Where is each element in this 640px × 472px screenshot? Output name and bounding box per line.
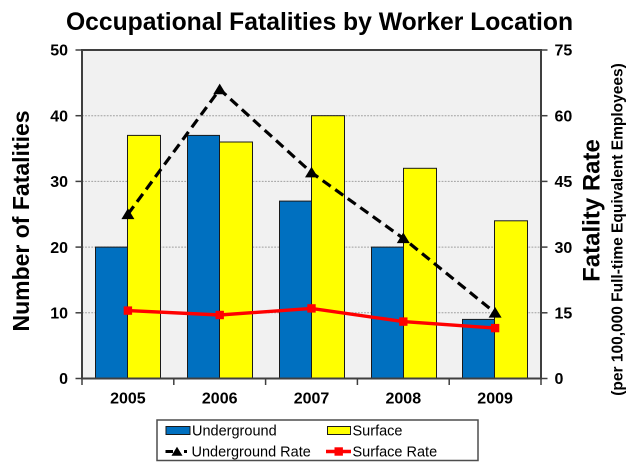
svg-text:(per 100,000 Full-time Equival: (per 100,000 Full-time Equivalent Employ… [610, 63, 627, 396]
svg-text:Occupational Fatalities by Wor: Occupational Fatalities by Worker Locati… [66, 9, 573, 36]
svg-text:2008: 2008 [386, 391, 422, 408]
svg-text:50: 50 [50, 43, 68, 60]
svg-text:2005: 2005 [110, 391, 146, 408]
svg-text:Surface: Surface [353, 424, 403, 440]
svg-text:75: 75 [555, 43, 573, 60]
svg-text:2007: 2007 [294, 391, 330, 408]
svg-text:30: 30 [555, 240, 573, 257]
svg-text:Number of Fatalities: Number of Fatalities [8, 110, 34, 331]
svg-text:10: 10 [50, 306, 68, 323]
svg-text:15: 15 [555, 306, 573, 323]
svg-text:60: 60 [555, 108, 573, 125]
svg-text:2009: 2009 [477, 391, 513, 408]
svg-text:20: 20 [50, 240, 68, 257]
svg-text:30: 30 [50, 174, 68, 191]
svg-text:Surface Rate: Surface Rate [353, 445, 438, 461]
svg-text:Fatality Rate: Fatality Rate [579, 139, 606, 282]
svg-text:0: 0 [59, 371, 68, 388]
svg-text:45: 45 [555, 174, 573, 191]
svg-text:Underground: Underground [192, 424, 277, 440]
svg-text:40: 40 [50, 108, 68, 125]
svg-text:2006: 2006 [202, 391, 238, 408]
svg-text:Underground Rate: Underground Rate [192, 445, 311, 461]
svg-text:0: 0 [555, 371, 564, 388]
